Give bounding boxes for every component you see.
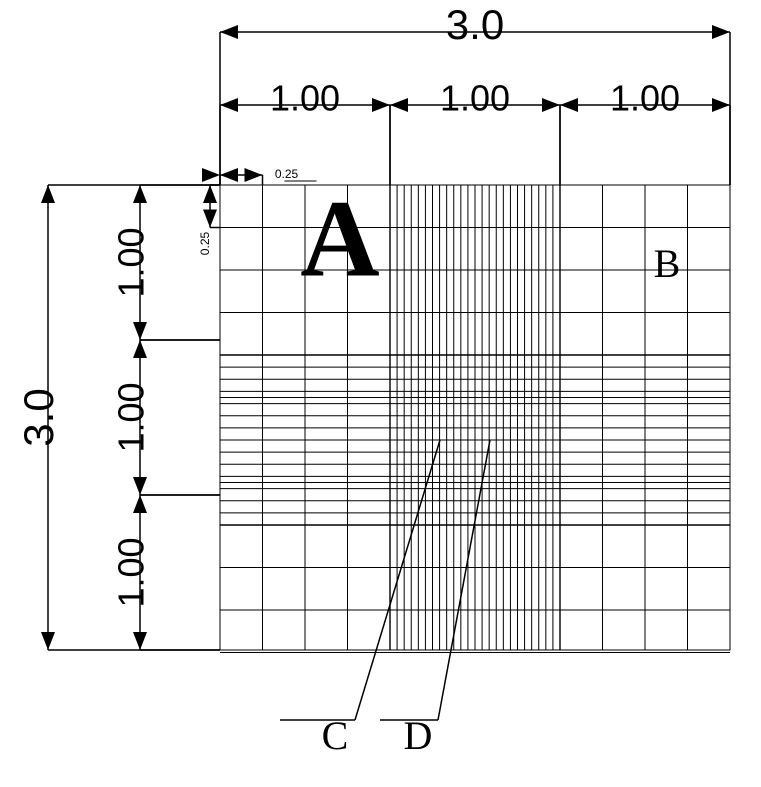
dim-left-seg2-label: 1.00: [111, 382, 152, 452]
dim-top-overall-label: 3.0: [446, 1, 504, 48]
dim-left-cell-small-label: 0.25: [198, 231, 212, 255]
dim-left-seg2: 1.00: [111, 340, 220, 495]
dim-top-seg3: 1.00: [560, 78, 730, 185]
label-A: A: [300, 177, 379, 299]
dim-left-seg3-label: 1.00: [111, 537, 152, 607]
dim-left-seg3: 1.00: [111, 495, 220, 650]
dim-top-seg3-label: 1.00: [610, 78, 680, 119]
engineering-grid-diagram: 3.01.001.001.000.253.01.001.001.000.25AB…: [0, 0, 761, 787]
dim-top-seg1-label: 1.00: [270, 78, 340, 119]
dim-top-seg2-label: 1.00: [440, 78, 510, 119]
dim-top-seg2: 1.00: [390, 78, 560, 185]
dim-left-seg1-label: 1.00: [111, 227, 152, 297]
dim-top-cell-small-label: 0.25: [275, 167, 299, 181]
dim-left-overall-label: 3.0: [15, 388, 62, 446]
dim-left-cell-small: 0.25: [198, 185, 220, 255]
dim-left-seg1: 1.00: [111, 185, 220, 340]
label-B: B: [654, 241, 681, 286]
